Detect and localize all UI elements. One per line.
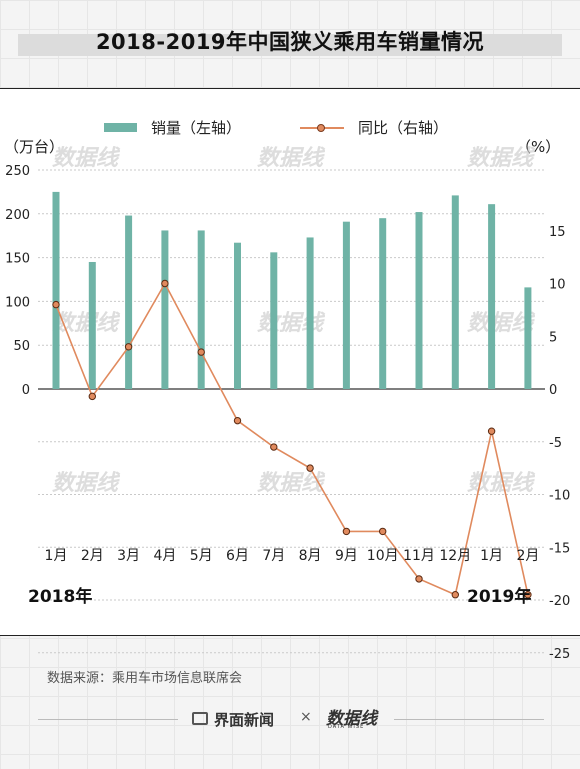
chart-title: 2018-2019年中国狭义乘用车销量情况 [95,30,485,54]
footer-divider-right [394,719,544,720]
yoy-point [270,443,278,451]
watermark: 数据线 [52,471,121,496]
sales-bar [270,252,278,389]
data-source: 数据来源：乘用车市场信息联席会 [47,671,243,686]
title-highlight-bar [18,34,562,56]
year-label-2019: 2019年 [467,587,532,607]
watermark: 数据线 [467,146,536,171]
watermark: 数据线 [257,311,326,336]
sales-bar [524,287,532,389]
watermark: 数据线 [52,311,121,336]
left-tick-label: 200 [5,208,30,223]
left-axis-unit: （万台） [4,138,65,156]
sales-bar [161,230,169,389]
x-tick-label: 6月 [226,548,249,564]
sales-bar [52,191,60,389]
yoy-point [306,464,314,472]
legend-bar-item: 销量（左轴） [104,117,241,138]
x-tick-label: 4月 [153,548,176,564]
brand-name: 界面新闻 [214,711,275,729]
x-tick-label: 1月 [480,548,503,564]
right-tick-label: -5 [549,436,562,451]
watermark: 数据线 [257,146,326,171]
x-tick-label: 7月 [262,548,285,564]
left-tick-label: 100 [5,295,30,310]
yoy-point [451,591,459,599]
yoy-point [342,527,351,536]
right-tick-label: -25 [549,647,570,662]
x-tick-label: 8月 [299,548,322,564]
x-tick-label: 9月 [335,548,358,564]
footer-divider-left [38,719,178,720]
yoy-point [52,300,60,309]
sales-bar [451,195,459,389]
x-tick-label: 2月 [81,548,104,564]
yoy-point [379,527,387,536]
right-tick-label: -20 [549,594,570,609]
chart-panel [0,88,580,636]
sales-bar [415,212,423,389]
datawise-logo-sub: DATA WISE [328,724,365,730]
right-tick-label: 15 [549,225,566,240]
line-series [52,279,532,599]
jiemian-logo-icon [192,712,208,725]
sales-bar [88,261,96,389]
sales-bar [234,242,241,389]
legend-line-swatch [300,122,344,134]
yoy-point [487,427,496,435]
x-tick-label: 1月 [45,548,68,564]
datawise-logo: 数据线 [326,709,377,729]
right-tick-label: 5 [549,330,557,345]
x-tick-label: 2月 [516,548,539,564]
x-tick-label: 12月 [439,548,471,564]
legend-bar-swatch [104,123,137,132]
left-tick-label: 250 [5,164,30,179]
yoy-point [124,343,133,351]
sales-bar [197,230,205,389]
yoy-point [233,416,242,425]
yoy-point [88,392,97,401]
x-tick-label: 10月 [367,548,399,564]
bar-series [52,191,532,389]
x-tick-label: 5月 [190,548,213,564]
sales-bar [379,218,387,389]
x-tick-label: 11月 [403,548,435,564]
legend-line-label: 同比（右轴 [358,119,434,137]
sales-bar [342,221,350,389]
left-tick-label: 0 [22,383,30,398]
yoy-point [197,348,205,356]
sales-bar [488,204,496,389]
yoy-point [524,591,532,599]
legend-line-item: 同比（右轴） [300,117,448,138]
year-label-2018: 2018年 [28,587,93,607]
right-axis-unit: （%） [516,138,561,156]
yoy-point [415,575,423,583]
yoy-point [161,279,169,288]
left-tick-label: 50 [13,339,30,354]
collab-cross: × [300,709,312,725]
legend-line-label-paren: ） [433,119,449,137]
sales-bar [306,237,314,389]
left-tick-label: 150 [5,252,30,267]
legend-bar-label-paren: ） [226,119,242,137]
right-tick-label: -10 [549,489,570,504]
sales-bar [125,215,133,389]
grid-layer [38,169,545,654]
watermark: 数据线 [52,146,121,171]
x-tick-label: 3月 [117,548,140,564]
footer: 界面新闻 × 数据线 DATA WISE [0,704,580,734]
right-tick-label: -15 [549,541,570,556]
yoy-line [55,281,529,596]
right-tick-label: 0 [549,383,557,398]
watermark: 数据线 [257,471,326,496]
right-tick-label: 10 [549,278,566,293]
legend-bar-label: 销量（左轴 [151,119,227,137]
